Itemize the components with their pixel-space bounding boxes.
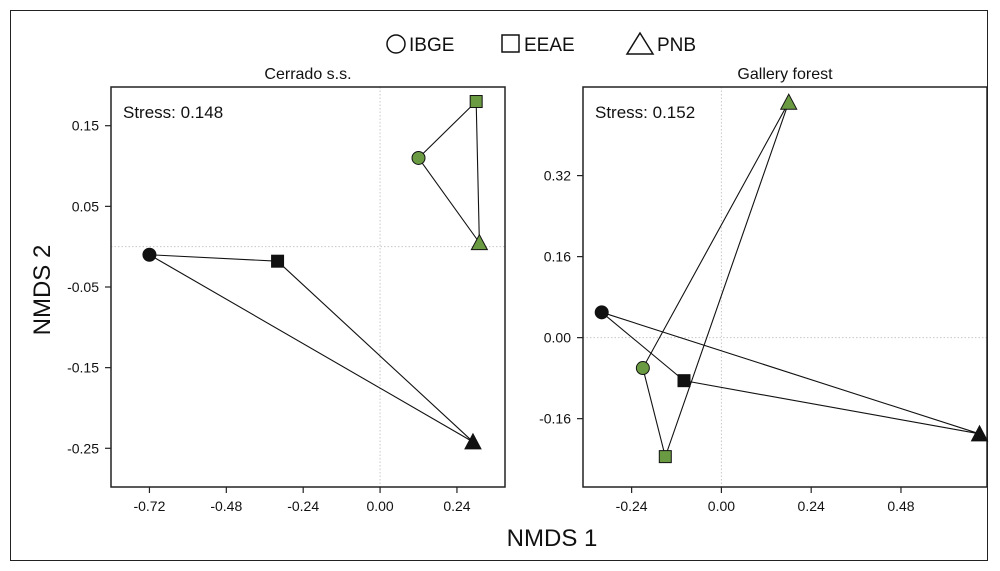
legend-item-ibge: IBGE	[386, 34, 454, 56]
point-ibge-black	[594, 305, 609, 320]
panel-gallery-forest: Gallery forest Stress: 0.152 -0.24 0.00 0.24…	[539, 66, 989, 514]
panel-cerrado: Cerrado s.s. Stress: 0.148 -0.72 -0.48 -0.24…	[67, 66, 506, 514]
y-tick-label: 0.05	[72, 198, 99, 214]
group-polygon-black	[601, 311, 980, 435]
plot-area	[110, 86, 506, 488]
y-tick-label: -0.16	[539, 411, 571, 427]
x-tick-label: 0.48	[887, 498, 914, 514]
point-pnb-green	[779, 93, 798, 110]
y-tick-label: 0.16	[544, 249, 571, 265]
panel-title: Cerrado s.s.	[264, 66, 351, 83]
legend-label-ibge: IBGE	[409, 35, 454, 56]
group-polygon-black	[149, 254, 474, 443]
x-tick-label: -0.24	[616, 498, 648, 514]
x-tick-label: -0.24	[287, 498, 319, 514]
point-ibge-black	[142, 247, 157, 262]
y-tick-label: -0.25	[67, 440, 99, 456]
x-tick-label: -0.48	[210, 498, 242, 514]
legend-square-marker	[501, 34, 520, 53]
x-tick-label: -0.72	[133, 498, 165, 514]
point-eeae-green	[469, 95, 483, 109]
legend: IBGE EEAE PNB	[386, 31, 696, 56]
y-tick-label: 0.15	[72, 118, 99, 134]
point-pnb-black	[970, 424, 989, 442]
stress-label: Stress: 0.152	[595, 103, 695, 122]
point-eeae-green	[658, 450, 672, 464]
y-tick-label: -0.15	[67, 360, 99, 376]
point-ibge-green	[635, 361, 650, 376]
stress-label: Stress: 0.148	[123, 103, 223, 122]
x-tick-label: 0.00	[708, 498, 735, 514]
y-tick-label: 0.32	[544, 168, 571, 184]
legend-item-pnb: PNB	[625, 31, 696, 56]
point-ibge-green	[411, 150, 426, 165]
x-axis-title: NMDS 1	[507, 525, 598, 552]
y-tick-label: -0.05	[67, 279, 99, 295]
point-eeae-black	[271, 254, 285, 268]
point-pnb-black	[464, 432, 482, 450]
x-tick-label: 0.24	[798, 498, 825, 514]
point-eeae-black	[677, 374, 691, 388]
legend-triangle-marker	[625, 31, 655, 55]
x-tick-label: 0.24	[443, 498, 470, 514]
y-tick-label: 0.00	[544, 330, 571, 346]
legend-circle-marker	[386, 34, 406, 54]
plot-area	[582, 86, 988, 488]
y-axis-title: NMDS 2	[29, 245, 56, 336]
legend-item-eeae: EEAE	[501, 34, 575, 56]
group-polygon-green	[642, 101, 790, 459]
point-pnb-green	[470, 233, 489, 251]
x-tick-label: 0.00	[366, 498, 393, 514]
panel-title: Gallery forest	[737, 66, 833, 83]
group-polygon-green	[417, 100, 480, 245]
legend-label-pnb: PNB	[657, 35, 696, 56]
legend-label-eeae: EEAE	[524, 35, 575, 56]
